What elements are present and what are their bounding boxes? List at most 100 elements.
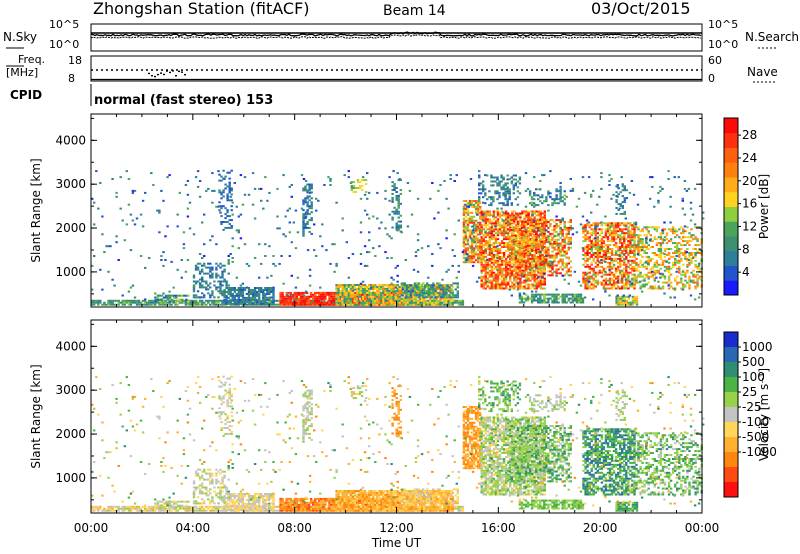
data-cell xyxy=(359,295,363,298)
data-cell xyxy=(468,217,472,220)
data-cell xyxy=(533,244,536,247)
data-cell xyxy=(383,293,386,296)
data-cell xyxy=(637,234,640,237)
data-cell xyxy=(588,238,591,241)
data-cell xyxy=(563,238,566,241)
data-cell xyxy=(539,246,542,249)
data-cell xyxy=(602,242,606,245)
data-cell xyxy=(510,230,513,233)
data-cell xyxy=(522,266,526,269)
data-cell xyxy=(680,226,683,229)
data-cell xyxy=(561,260,564,263)
data-cell xyxy=(201,292,204,295)
data-cell xyxy=(498,244,502,247)
data-cell xyxy=(537,221,540,223)
data-cell xyxy=(390,284,393,286)
data-cell xyxy=(131,191,135,194)
data-cell xyxy=(479,255,482,258)
data-cell xyxy=(500,220,504,223)
data-cell xyxy=(417,282,421,285)
data-cell xyxy=(608,252,612,254)
data-cell xyxy=(93,255,96,257)
data-cell xyxy=(494,232,498,235)
data-cell xyxy=(586,279,589,282)
data-cell xyxy=(127,301,131,304)
data-cell xyxy=(521,212,524,215)
data-cell xyxy=(507,212,510,215)
data-cell xyxy=(688,283,691,286)
data-cell xyxy=(474,229,478,232)
data-cell xyxy=(402,301,405,304)
data-cell xyxy=(370,284,373,286)
data-cell xyxy=(527,242,530,245)
data-cell xyxy=(514,250,517,253)
data-cell xyxy=(519,283,522,286)
data-cell xyxy=(641,255,644,258)
data-cell xyxy=(425,299,428,302)
data-cell xyxy=(509,265,512,268)
data-cell xyxy=(464,215,468,218)
data-cell xyxy=(610,253,614,256)
data-cell xyxy=(221,301,224,304)
data-cell xyxy=(692,252,695,254)
data-cell xyxy=(207,266,210,269)
data-cell xyxy=(455,301,458,304)
data-cell xyxy=(484,220,487,223)
data-cell xyxy=(451,299,454,302)
data-cell xyxy=(227,287,230,289)
data-cell xyxy=(500,269,504,272)
data-cell xyxy=(482,285,485,288)
data-cell xyxy=(584,253,587,256)
data-cell xyxy=(520,301,524,304)
data-cell xyxy=(322,293,325,296)
data-cell xyxy=(462,205,466,208)
data-cell xyxy=(262,298,265,301)
data-cell xyxy=(474,247,478,250)
data-cell xyxy=(500,176,503,179)
data-cell xyxy=(384,289,387,292)
data-cell xyxy=(631,236,634,239)
data-cell xyxy=(479,225,482,228)
data-cell xyxy=(520,297,524,300)
data-cell xyxy=(590,283,593,286)
data-cell xyxy=(158,303,161,306)
data-cell xyxy=(353,301,357,304)
data-cell xyxy=(531,283,534,286)
data-cell xyxy=(525,212,528,215)
data-cell xyxy=(466,247,470,250)
data-cell xyxy=(653,261,656,264)
data-cell xyxy=(324,297,327,300)
data-cell xyxy=(563,299,566,302)
data-cell xyxy=(295,299,299,302)
data-cell xyxy=(584,252,587,254)
data-cell xyxy=(535,240,538,243)
data-cell xyxy=(490,275,494,278)
data-cell xyxy=(507,238,510,241)
data-cell xyxy=(179,294,182,297)
data-cell xyxy=(617,265,620,268)
data-cell xyxy=(472,219,476,222)
data-cell xyxy=(166,294,170,297)
data-cell xyxy=(588,226,591,229)
data-cell xyxy=(442,290,445,293)
data-cell xyxy=(529,253,532,256)
data-cell xyxy=(309,299,313,302)
data-cell xyxy=(590,246,593,248)
data-cell xyxy=(641,275,644,278)
data-cell xyxy=(549,244,552,247)
data-cell xyxy=(376,295,379,298)
data-cell xyxy=(361,289,365,292)
data-cell xyxy=(268,291,271,293)
data-cell xyxy=(207,299,210,302)
data-cell xyxy=(404,301,407,304)
data-cell xyxy=(633,265,636,268)
data-cell xyxy=(619,228,622,231)
data-cell xyxy=(596,259,599,262)
data-cell xyxy=(168,303,171,306)
data-cell xyxy=(643,279,646,282)
data-cell xyxy=(231,293,234,295)
data-cell xyxy=(612,230,616,233)
data-cell xyxy=(205,266,208,269)
data-cell xyxy=(194,266,198,269)
data-cell xyxy=(516,225,520,227)
